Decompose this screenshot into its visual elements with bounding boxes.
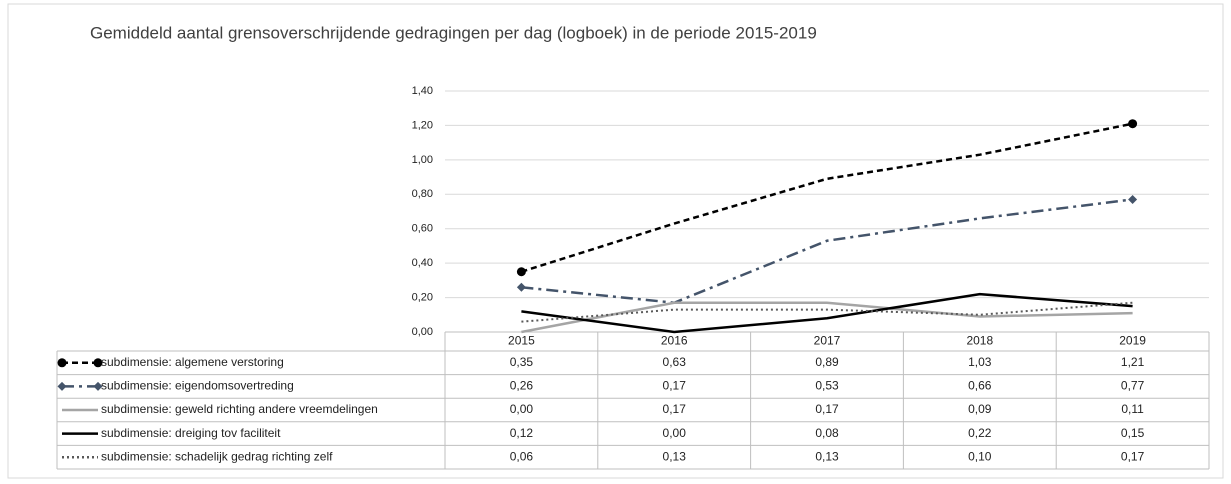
x-tick-label: 2018 <box>966 334 993 348</box>
table-cell: 1,03 <box>968 355 992 369</box>
table-cell: 0,13 <box>815 449 839 463</box>
table-cell: 0,89 <box>815 355 839 369</box>
series-line <box>521 301 1133 334</box>
x-tick-label: 2015 <box>508 334 535 348</box>
marker <box>57 358 67 368</box>
y-tick-label: 0,20 <box>412 291 433 303</box>
marker <box>1128 119 1138 129</box>
table-cell: 1,21 <box>1121 355 1145 369</box>
table-cell: 0,12 <box>510 426 534 440</box>
marker <box>57 381 67 391</box>
marker <box>93 381 103 391</box>
legend-label: subdimensie: geweld richting andere vree… <box>101 402 378 416</box>
table-cell: 0,11 <box>1121 402 1144 416</box>
table-cell: 0,06 <box>510 449 534 463</box>
y-tick-label: 1,00 <box>412 154 433 166</box>
table-cell: 0,35 <box>510 355 534 369</box>
y-tick-label: 0,60 <box>412 223 433 235</box>
y-tick-label: 0,40 <box>412 257 433 269</box>
table-cell: 0,63 <box>663 355 687 369</box>
table-cell: 0,09 <box>968 402 992 416</box>
legend-label: subdimensie: schadelijk gedrag richting … <box>101 449 333 463</box>
table-cell: 0,08 <box>815 426 839 440</box>
table-cell: 0,00 <box>663 426 687 440</box>
table-cell: 0,10 <box>968 449 992 463</box>
x-tick-label: 2017 <box>814 334 841 348</box>
y-tick-label: 1,20 <box>412 119 433 131</box>
x-tick-label: 2019 <box>1119 334 1146 348</box>
marker <box>1128 194 1138 204</box>
series-line <box>521 198 1133 305</box>
series-line <box>521 301 1133 323</box>
series-line <box>521 292 1133 334</box>
table-cell: 0,26 <box>510 379 534 393</box>
marker <box>516 267 526 277</box>
table-cell: 0,17 <box>663 402 687 416</box>
chart-border <box>7 3 1224 479</box>
table-cell: 0,17 <box>1121 449 1145 463</box>
legend-label: subdimensie: eigendomsovertreding <box>101 379 294 393</box>
table-cell: 0,66 <box>968 379 992 393</box>
table-cell: 0,13 <box>663 449 687 463</box>
table-cell: 0,17 <box>815 402 839 416</box>
table-cell: 0,17 <box>663 379 687 393</box>
y-tick-label: 1,40 <box>412 85 433 97</box>
table-cell: 0,77 <box>1121 379 1145 393</box>
marker <box>93 358 103 368</box>
y-tick-label: 0,00 <box>412 326 433 338</box>
legend-label: subdimensie: algemene verstoring <box>101 355 284 369</box>
y-tick-label: 0,80 <box>412 188 433 200</box>
table-cell: 0,53 <box>815 379 839 393</box>
table-cell: 0,15 <box>1121 426 1145 440</box>
legend-label: subdimensie: dreiging tov faciliteit <box>101 426 281 440</box>
chart-title: Gemiddeld aantal grensoverschrijdende ge… <box>90 23 817 42</box>
table-cell: 0,22 <box>968 426 992 440</box>
marker <box>516 282 526 292</box>
x-tick-label: 2016 <box>661 334 688 348</box>
table-cell: 0,00 <box>510 402 534 416</box>
